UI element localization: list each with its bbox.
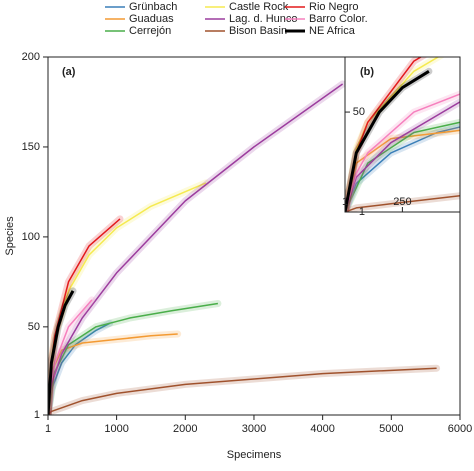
y-tick-label: 1: [34, 409, 40, 421]
x-tick-label: 5000: [379, 423, 403, 435]
x-tick-label: 6000: [448, 423, 472, 435]
y-tick-label: 1: [359, 206, 365, 218]
x-axis-label: Specimens: [227, 449, 282, 461]
x-tick-label: 4000: [310, 423, 334, 435]
y-tick-label: 150: [22, 141, 40, 153]
series-line: [48, 302, 219, 415]
series-line: [345, 93, 460, 212]
x-tick-label: 1000: [104, 423, 128, 435]
y-tick-label: 200: [22, 51, 40, 63]
y-tick-label: 50: [28, 321, 40, 333]
legend-label: Grünbach: [129, 1, 177, 13]
y-axis-label: Species: [4, 216, 16, 256]
legend-label: Barro Color.: [309, 13, 368, 25]
series-line: [48, 290, 75, 415]
legend-label: NE Africa: [309, 25, 356, 37]
panel-label: (b): [360, 66, 374, 78]
series-line: [48, 83, 344, 415]
panel-label: (a): [62, 66, 76, 78]
series-line: [345, 126, 460, 212]
series-line: [345, 194, 460, 212]
legend-label: Cerrejón: [129, 25, 171, 37]
confidence-band: [48, 364, 441, 415]
y-tick-label: 100: [22, 231, 40, 243]
legend-label: Castle Rock: [229, 1, 289, 13]
main-plot-marks: [48, 80, 441, 415]
legend-label: Guaduas: [129, 13, 174, 25]
x-tick-label: 3000: [242, 423, 266, 435]
x-tick-label: 1: [342, 196, 348, 208]
legend-label: Rio Negro: [309, 1, 359, 13]
series-line: [345, 70, 430, 212]
legend-label: Bison Basin: [229, 25, 287, 37]
inset-plot-marks: [345, 57, 460, 212]
series-line: [345, 129, 460, 212]
series-line: [48, 367, 437, 415]
x-tick-label: 250: [393, 196, 411, 208]
series-line: [345, 121, 460, 212]
series-line: [345, 57, 440, 212]
x-tick-label: 1: [45, 423, 51, 435]
y-tick-label: 50: [353, 106, 365, 118]
series-line: [345, 101, 460, 212]
x-tick-label: 2000: [173, 423, 197, 435]
legend-label: Lag. d. Hunco: [229, 13, 298, 25]
